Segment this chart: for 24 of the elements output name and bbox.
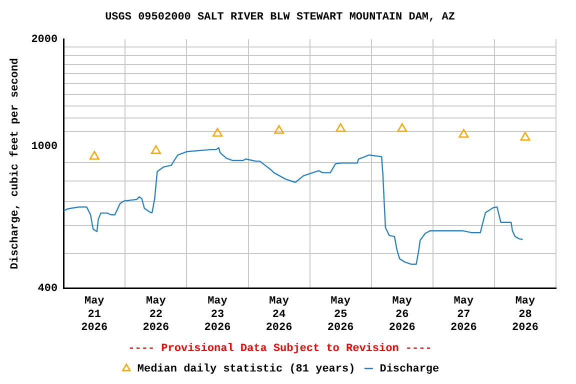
y-tick-label: 400: [38, 282, 58, 295]
x-tick-label: May 27 2026: [450, 296, 477, 334]
x-tick-label: May 28 2026: [512, 296, 538, 334]
x-tick-label: May 21 2026: [81, 296, 108, 334]
point: [274, 125, 284, 134]
x-tick-label: May 26 2026: [388, 296, 416, 334]
y-axis-title: Discharge, cubic feet per second: [8, 58, 22, 270]
point: [336, 123, 346, 132]
x-tick-label: May 25 2026: [327, 296, 354, 334]
x-tick-label: May 23 2026: [204, 296, 231, 334]
legend-label: Median daily statistic (81 years): [137, 363, 356, 376]
point: [150, 145, 161, 154]
point: [397, 123, 408, 132]
point: [520, 132, 530, 141]
chart-title: USGS 09502000 SALT RIVER BLW STEWART MOUNTAIN DAM, AZ: [105, 11, 456, 24]
x-tick-label: May 22 2026: [142, 296, 170, 334]
y-tick-label: 2000: [31, 34, 58, 46]
point: [458, 128, 469, 138]
y-tick-label: 1000: [31, 141, 58, 154]
point: [89, 150, 100, 160]
x-tick-label: May 24 2026: [266, 296, 292, 334]
legend-label: Discharge: [380, 363, 440, 376]
text: ---- Provisional Data Subject to Revision ----: [128, 343, 432, 356]
point: [212, 128, 222, 137]
